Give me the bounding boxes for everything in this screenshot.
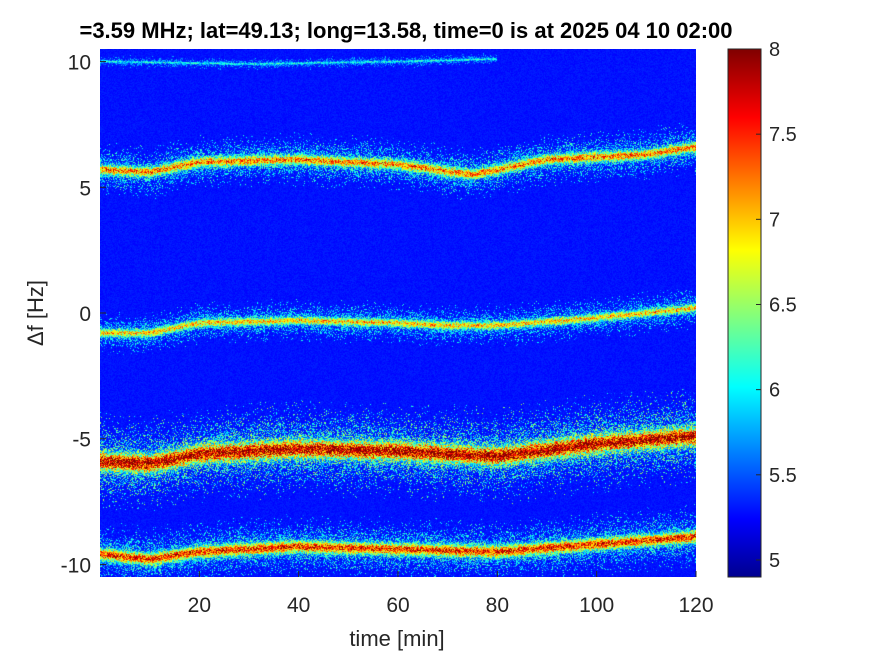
- y-axis-label: Δf [Hz]: [23, 280, 48, 346]
- y-tick-label: 10: [68, 52, 91, 75]
- x-axis: 20 40 60 80 100 120: [188, 571, 714, 617]
- y-tick-label: 0: [79, 303, 91, 326]
- colorbar-tick-label: 6.5: [769, 294, 797, 316]
- colorbar-gradient: [727, 48, 762, 578]
- colorbar-tick-label: 5.5: [769, 465, 797, 487]
- heatmap-image: [100, 49, 696, 577]
- x-tick-label: 80: [486, 594, 509, 617]
- y-tick-label: 5: [79, 177, 91, 200]
- x-tick-label: 40: [287, 594, 310, 617]
- colorbar-tick-label: 6: [769, 380, 780, 402]
- colorbar-tick-label: 7: [769, 209, 780, 231]
- x-tick-label: 120: [678, 594, 713, 617]
- colorbar-tick-label: 8: [769, 39, 780, 61]
- heatmap-image-container: [100, 49, 696, 577]
- colorbar-tick-label: 7.5: [769, 124, 797, 146]
- plot-area: [100, 49, 696, 577]
- x-tick-label: 100: [579, 594, 614, 617]
- colorbar-tick-label: 5: [769, 550, 780, 572]
- x-tick-label: 20: [188, 594, 211, 617]
- colorbar-ticks: 5 5.5 6 6.5 7 7.5 8: [756, 39, 797, 572]
- y-axis: -10 -5 0 5 10: [61, 52, 106, 577]
- colorbar: 5 5.5 6 6.5 7 7.5 8: [727, 39, 797, 578]
- x-axis-label: time [min]: [349, 626, 444, 651]
- x-tick-label: 60: [386, 594, 409, 617]
- y-tick-label: -5: [72, 429, 91, 452]
- chart-title: =3.59 MHz; lat=49.13; long=13.58, time=0…: [79, 18, 732, 43]
- y-tick-label: -10: [61, 554, 91, 577]
